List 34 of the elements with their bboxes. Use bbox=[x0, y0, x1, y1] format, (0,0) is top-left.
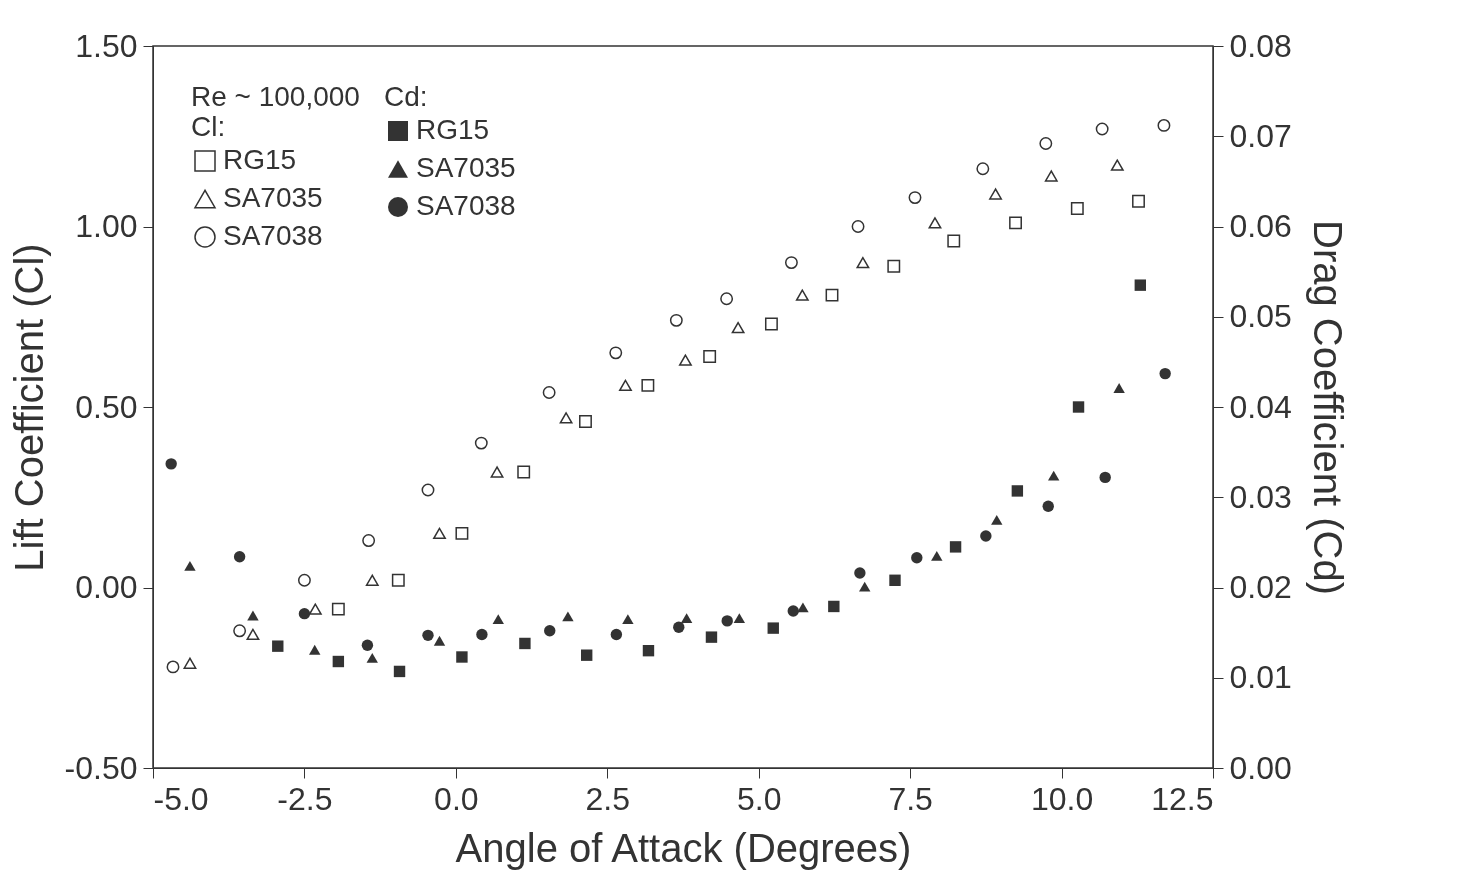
y2-tick-label: 0.05 bbox=[1229, 298, 1292, 335]
annotation: Cd: bbox=[384, 81, 428, 112]
legend-label: SA7035 bbox=[223, 182, 323, 213]
x-tick-label: 0.0 bbox=[434, 780, 479, 817]
x-axis-title: Angle of Attack (Degrees) bbox=[455, 825, 912, 870]
legend-title: Re ~ 100,000 bbox=[191, 81, 360, 112]
y2-tick-label: 0.02 bbox=[1229, 569, 1292, 605]
y2-tick-label: 0.06 bbox=[1229, 208, 1292, 244]
y-tick-label: -0.50 bbox=[64, 749, 138, 786]
y2-tick-label: 0.03 bbox=[1229, 478, 1292, 515]
legend-label: RG15 bbox=[223, 144, 297, 175]
x-tick-label: 7.5 bbox=[888, 780, 933, 817]
y-tick-label: 1.50 bbox=[75, 27, 138, 64]
y-tick-label: 0.50 bbox=[75, 388, 138, 425]
y-tick-label: 1.00 bbox=[75, 208, 138, 244]
legend-label: SA7038 bbox=[416, 190, 516, 221]
x-tick-label: 12.5 bbox=[1151, 780, 1214, 817]
x-tick-label: -2.5 bbox=[277, 780, 333, 817]
y2-axis-title: Drag Coefficient (Cd) bbox=[1305, 220, 1350, 595]
y2-tick-label: 0.07 bbox=[1229, 117, 1292, 154]
x-tick-label: 2.5 bbox=[585, 780, 631, 817]
y2-tick-label: 0.08 bbox=[1229, 27, 1292, 64]
x-tick-label: -5.0 bbox=[153, 780, 209, 817]
x-tick-label: 10.0 bbox=[1030, 780, 1094, 817]
y2-tick-label: 0.01 bbox=[1229, 659, 1292, 696]
annotation: Cl: bbox=[191, 111, 226, 142]
y-tick-label: 0.00 bbox=[75, 569, 138, 605]
legend-label: SA7035 bbox=[416, 152, 516, 183]
legend-label: RG15 bbox=[416, 114, 490, 145]
x-tick-label: 5.0 bbox=[736, 780, 782, 817]
legend-label: SA7038 bbox=[223, 220, 323, 251]
y-axis-title: Lift Coefficient (Cl) bbox=[6, 243, 51, 572]
y2-tick-label: 0.00 bbox=[1229, 749, 1292, 786]
y2-tick-label: 0.04 bbox=[1229, 388, 1292, 425]
